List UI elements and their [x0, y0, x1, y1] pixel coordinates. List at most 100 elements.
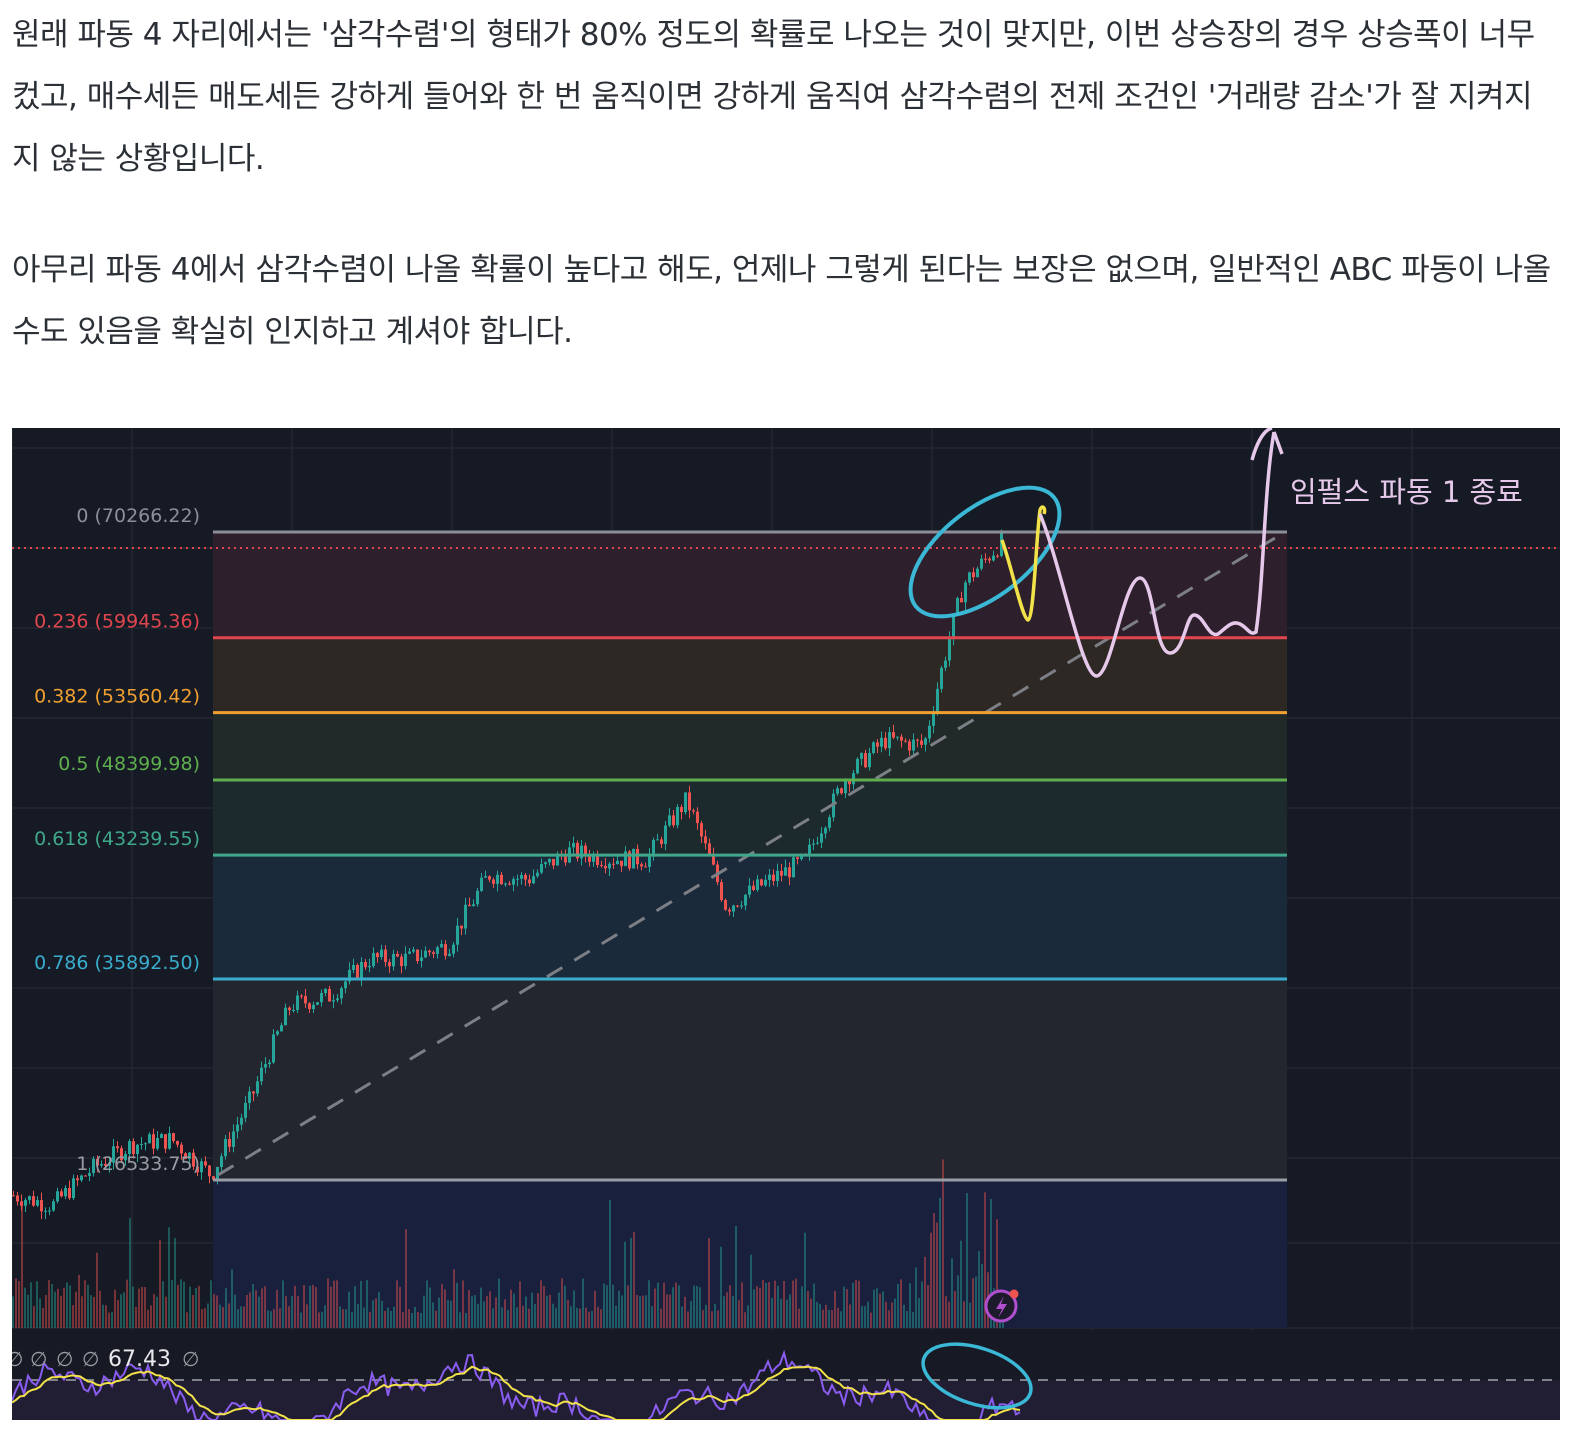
volume-bar — [237, 1309, 239, 1328]
volume-bar — [402, 1312, 404, 1328]
volume-bar — [480, 1287, 482, 1328]
volume-bar — [657, 1282, 659, 1328]
candle-body — [628, 851, 631, 869]
volume-bar — [702, 1310, 704, 1328]
volume-bar — [849, 1304, 851, 1328]
candle-body — [364, 961, 367, 968]
candle-body — [728, 909, 731, 912]
candle-body — [432, 952, 435, 954]
candle-body — [532, 876, 535, 884]
fib-level-label: 0.5 (48399.98) — [58, 753, 200, 775]
volume-bar — [549, 1294, 551, 1328]
candle-body — [772, 874, 775, 882]
candle-body — [28, 1196, 31, 1201]
candle-body — [736, 905, 739, 907]
volume-bar — [729, 1285, 731, 1328]
candle-body — [344, 981, 347, 989]
volume-bar — [840, 1311, 842, 1328]
candle-body — [172, 1133, 175, 1142]
candle-body — [812, 843, 815, 845]
candle-body — [400, 956, 403, 966]
candle-body — [272, 1034, 275, 1063]
candle-body — [296, 995, 299, 1010]
volume-bar — [642, 1295, 644, 1328]
volume-bar — [576, 1307, 578, 1328]
volume-bar — [189, 1286, 191, 1328]
volume-bar — [504, 1299, 506, 1328]
candle-body — [416, 949, 419, 961]
candle-body — [896, 736, 899, 738]
candle-body — [576, 842, 579, 859]
volume-bar — [168, 1227, 170, 1328]
volume-bar — [129, 1218, 131, 1328]
volume-bar — [273, 1309, 275, 1328]
candle-body — [608, 863, 611, 869]
candle-body — [684, 792, 687, 813]
volume-bar — [381, 1300, 383, 1328]
volume-bar — [552, 1303, 554, 1328]
volume-bar — [609, 1200, 611, 1328]
volume-bar — [843, 1286, 845, 1328]
volume-bar — [105, 1305, 107, 1328]
volume-bar — [753, 1289, 755, 1328]
candle-body — [524, 874, 527, 880]
candle-body — [52, 1201, 55, 1211]
volume-bar — [198, 1285, 200, 1328]
volume-bar — [411, 1312, 413, 1328]
rsi-empty-4: ∅ — [82, 1347, 99, 1371]
candle-body — [604, 865, 607, 869]
volume-bar — [792, 1280, 794, 1328]
candle-body — [656, 839, 659, 841]
rsi-empty-3: ∅ — [56, 1347, 73, 1371]
volume-bar — [249, 1292, 251, 1328]
candle-body — [168, 1133, 171, 1149]
volume-bar — [315, 1286, 317, 1328]
volume-bar — [615, 1305, 617, 1328]
candle-body — [388, 962, 391, 967]
candle-body — [820, 833, 823, 843]
volume-bar — [765, 1283, 767, 1328]
fib-zone — [213, 712, 1287, 781]
volume-bar — [639, 1296, 641, 1328]
candle-body — [984, 558, 987, 560]
candle-body — [308, 1003, 311, 1010]
candle-body — [92, 1158, 95, 1174]
volume-bar — [540, 1280, 542, 1328]
volume-bar — [120, 1294, 122, 1328]
volume-bar — [507, 1310, 509, 1328]
candle-body — [676, 806, 679, 826]
volume-bar — [423, 1295, 425, 1328]
candle-body — [280, 1025, 283, 1032]
volume-bar — [912, 1311, 914, 1328]
candle-body — [236, 1124, 239, 1132]
candle-body — [468, 904, 471, 907]
candle-body — [616, 860, 619, 864]
candle-body — [692, 810, 695, 812]
volume-bar — [174, 1237, 176, 1328]
candle-body — [44, 1210, 47, 1212]
volume-bar — [735, 1225, 737, 1328]
candle-body — [372, 952, 375, 966]
candle-body — [632, 848, 635, 869]
candle-body — [460, 925, 463, 929]
candle-body — [256, 1081, 259, 1094]
volume-bar — [684, 1296, 686, 1328]
volume-bar — [324, 1305, 326, 1328]
candle-body — [520, 874, 523, 879]
volume-bar — [876, 1288, 878, 1328]
volume-bar — [246, 1295, 248, 1328]
volume-bar — [333, 1280, 335, 1328]
volume-bar — [723, 1296, 725, 1328]
volume-bar — [15, 1278, 17, 1328]
volume-bar — [261, 1288, 263, 1328]
volume-bar — [630, 1237, 632, 1328]
candle-body — [740, 905, 743, 907]
volume-bar — [957, 1275, 959, 1328]
volume-bar — [756, 1286, 758, 1328]
candle-body — [720, 882, 723, 900]
volume-bar — [909, 1283, 911, 1328]
candle-body — [260, 1067, 263, 1082]
candle-body — [200, 1161, 203, 1173]
candle-body — [824, 827, 827, 834]
candle-body — [288, 1007, 291, 1011]
